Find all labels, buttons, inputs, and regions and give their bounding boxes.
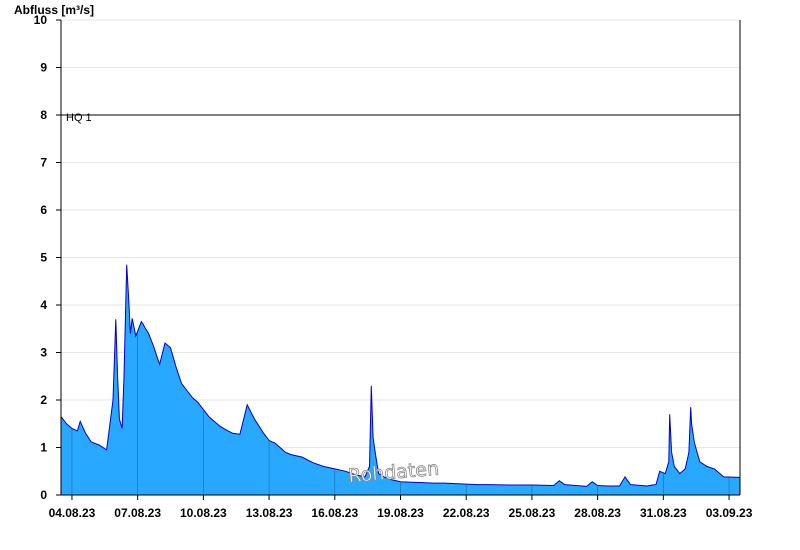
y-ticks: 0 1 2 3 4 5 6 7 8 9 10: [34, 13, 61, 502]
reference-line-label: HQ 1: [66, 112, 92, 124]
plot-area: [60, 264, 741, 495]
x-tick-label: 19.08.23: [377, 506, 424, 520]
series-line: [60, 264, 741, 487]
series-area: [61, 264, 740, 495]
x-tick-label: 10.08.23: [180, 506, 227, 520]
y-tick-label: 4: [40, 298, 47, 312]
y-tick-label: 2: [40, 393, 47, 407]
x-tick-label: 22.08.23: [443, 506, 490, 520]
y-tick-label: 5: [40, 251, 47, 265]
x-tick-label: 25.08.23: [509, 506, 556, 520]
y-tick-label: 6: [40, 203, 47, 217]
x-ticks: 04.08.23 07.08.23 10.08.23 13.08.23 16.08.23…: [49, 495, 753, 520]
x-tick-label: 16.08.23: [311, 506, 358, 520]
y-tick-label: 9: [40, 61, 47, 75]
y-tick-label: 7: [40, 156, 47, 170]
y-tick-label: 8: [40, 108, 47, 122]
x-tick-label: 13.08.23: [246, 506, 293, 520]
y-axis-title: Abfluss [m³/s]: [14, 3, 94, 17]
x-tick-label: 07.08.23: [114, 506, 161, 520]
reference-line-group: HQ 1: [61, 112, 740, 124]
x-tick-label: 03.09.23: [706, 506, 753, 520]
y-tick-label: 0: [40, 488, 47, 502]
x-tick-label: 28.08.23: [574, 506, 621, 520]
x-tick-label: 31.08.23: [640, 506, 687, 520]
y-tick-label: 10: [34, 13, 48, 27]
y-tick-label: 1: [40, 441, 47, 455]
y-tick-label: 3: [40, 346, 47, 360]
x-tick-label: 04.08.23: [49, 506, 96, 520]
